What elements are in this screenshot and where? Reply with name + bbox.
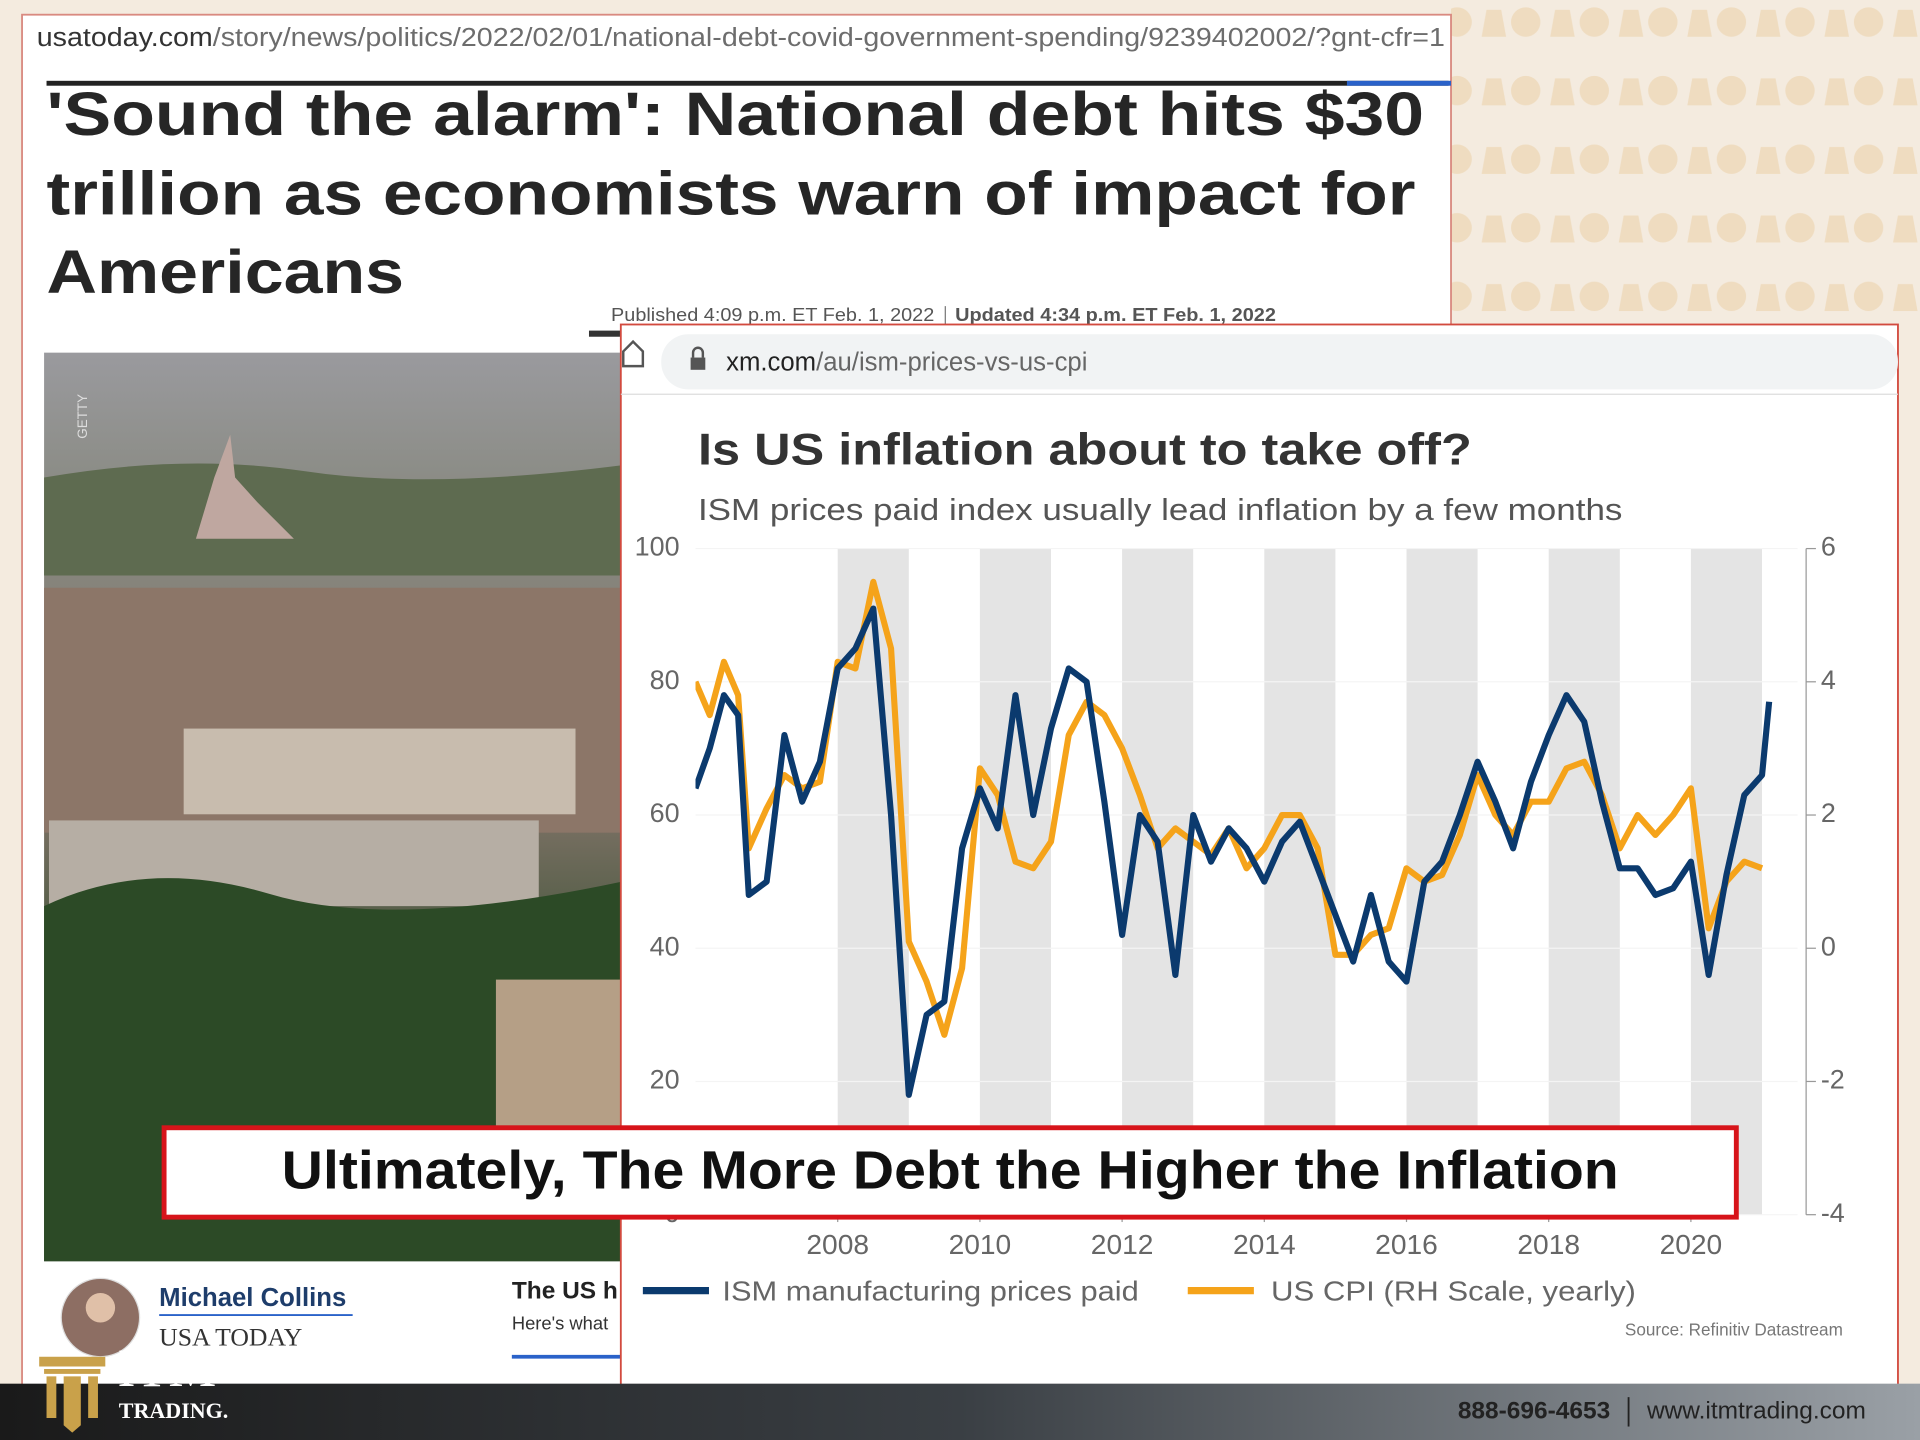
x-tick-label: 2014 (1233, 1229, 1296, 1260)
photo-building (183, 728, 576, 815)
y-tick-label: 80 (650, 665, 680, 695)
chart-source: Source: Refinitiv Datastream (1625, 1320, 1843, 1340)
x-tick-label: 2010 (949, 1229, 1012, 1260)
y2-tick-label: -4 (1821, 1198, 1845, 1228)
chart: 020406080100-4-2024620082010201220142016… (635, 532, 1845, 1307)
y2-tick-label: 4 (1821, 665, 1836, 695)
banner-text: Ultimately, The More Debt the Higher the… (282, 1141, 1619, 1201)
photo-cathedral (195, 434, 294, 539)
y-tick-label: 100 (635, 532, 680, 562)
website[interactable]: www.itmtrading.com (1646, 1397, 1866, 1424)
rule (588, 330, 626, 337)
updated: Updated 4:34 p.m. ET Feb. 1, 2022 (955, 304, 1276, 325)
url-domain: xm.com (726, 348, 816, 376)
y-tick-label: 60 (650, 798, 680, 828)
progress-bar (1346, 80, 1452, 86)
headline: trillion as economists warn of impact fo… (47, 160, 1416, 228)
photo-credit: GETTY (75, 394, 90, 439)
lock-icon (690, 357, 706, 370)
shaded-band (1548, 548, 1620, 1215)
teaser-title[interactable]: The US h (512, 1277, 618, 1304)
lock-shackle (691, 346, 705, 358)
shaded-band (1406, 548, 1478, 1215)
teaser-text: Here's what (512, 1313, 608, 1334)
x-tick-label: 2016 (1375, 1229, 1438, 1260)
x-tick-label: 2012 (1091, 1229, 1154, 1260)
decor-pattern (1451, 0, 1920, 325)
y2-tick-label: -2 (1821, 1065, 1845, 1095)
home-icon[interactable] (622, 339, 645, 368)
phone: 888-696-4653 (1458, 1397, 1610, 1424)
photo-building (495, 979, 623, 1133)
logo: ITM TRADING. (39, 1338, 229, 1433)
banner-box (161, 1125, 1739, 1220)
photo-hills (44, 463, 623, 576)
url[interactable]: xm.com/au/ism-prices-vs-us-cpi (726, 348, 1087, 376)
logo-sub: TRADING. (119, 1398, 229, 1423)
y2-tick-label: 6 (1821, 532, 1836, 562)
series-line (695, 605, 1773, 1098)
y-tick-label: 20 (650, 1065, 680, 1095)
outlet: USA TODAY (159, 1322, 302, 1351)
headline: 'Sound the alarm': National debt hits $3… (47, 80, 1425, 148)
legend-label: US CPI (RH Scale, yearly) (1271, 1275, 1636, 1306)
chart-subtitle: ISM prices paid index usually lead infla… (698, 493, 1622, 527)
y2-tick-label: 0 (1821, 931, 1836, 961)
url-path: /au/ism-prices-vs-us-cpi (816, 348, 1087, 376)
author-name[interactable]: Michael Collins (159, 1284, 346, 1312)
x-tick-label: 2018 (1517, 1229, 1580, 1260)
y2-tick-label: 2 (1821, 798, 1836, 828)
shaded-band (1122, 548, 1194, 1215)
xm-window: xm.com/au/ism-prices-vs-us-cpi Is US inf… (619, 323, 1899, 1386)
photo: GETTY (44, 352, 623, 1262)
legend-label: ISM manufacturing prices paid (722, 1275, 1138, 1306)
rule (46, 80, 1449, 86)
address-bar[interactable] (661, 334, 1898, 390)
headline: Americans (47, 238, 405, 306)
url-domain: usatoday.com (37, 24, 213, 52)
logo-main: ITM (118, 1338, 217, 1398)
avatar-face (85, 1293, 116, 1323)
published: Published 4:09 p.m. ET Feb. 1, 2022 (611, 304, 934, 325)
url[interactable]: usatoday.com/story/news/politics/2022/02… (37, 24, 1445, 52)
chart-title: Is US inflation about to take off? (698, 426, 1472, 475)
plot (695, 578, 1773, 1098)
x-tick-label: 2020 (1660, 1229, 1723, 1260)
url-path: /story/news/politics/2022/02/01/national… (213, 24, 1445, 52)
x-tick-label: 2008 (806, 1229, 869, 1260)
y-tick-label: 40 (650, 931, 680, 961)
footer-bar (0, 1383, 1920, 1440)
shaded-band (979, 548, 1052, 1215)
logo-icon (39, 1356, 106, 1433)
